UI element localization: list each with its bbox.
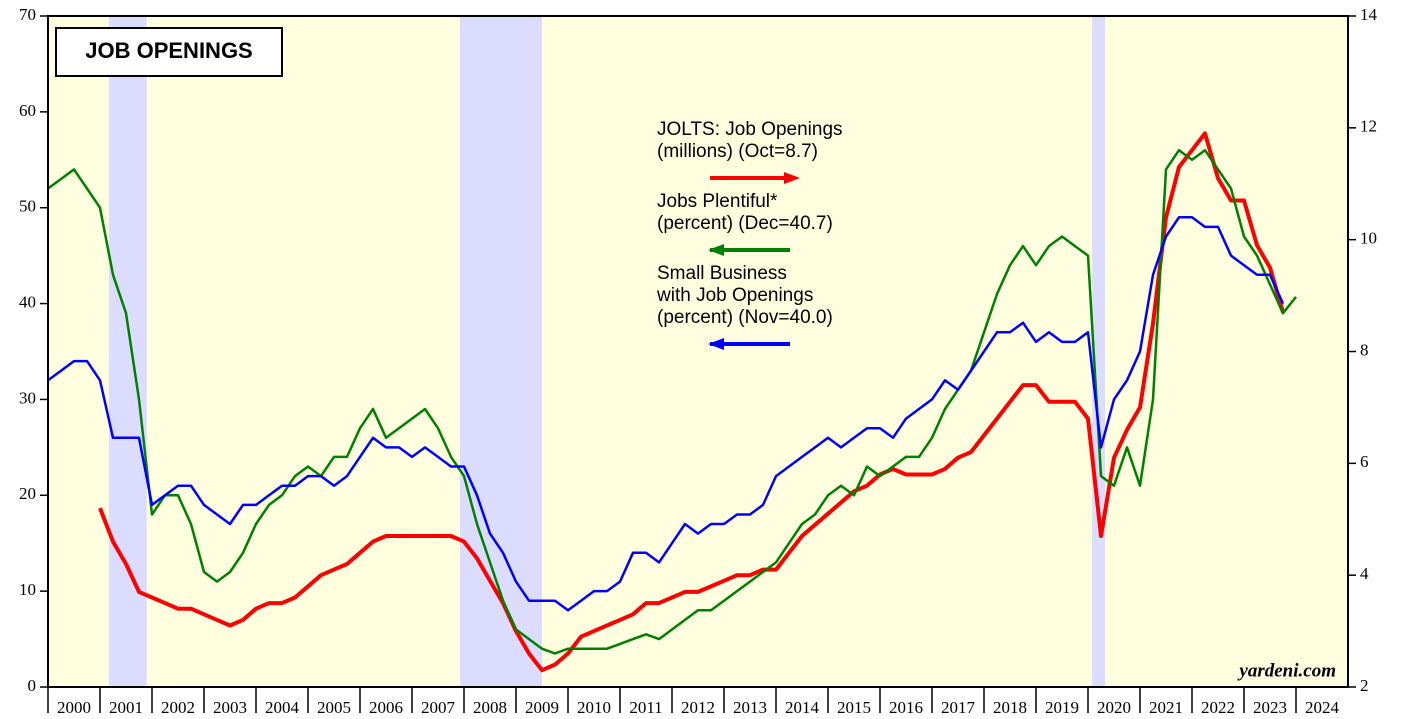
- x-tick-label: 2004: [265, 698, 300, 717]
- x-tick-label: 2000: [57, 698, 91, 717]
- x-tick-label: 2006: [369, 698, 403, 717]
- legend-label: Jobs Plentiful* (percent) (Dec=40.7): [657, 191, 833, 234]
- x-tick-label: 2022: [1201, 698, 1235, 717]
- x-tick-label: 2017: [941, 698, 976, 717]
- y2-tick-label: 2: [1360, 676, 1369, 695]
- plot-background: [48, 16, 1348, 687]
- x-tick-label: 2015: [837, 698, 871, 717]
- x-tick-label: 2007: [421, 698, 456, 717]
- y-tick-label: 30: [19, 388, 36, 407]
- y-tick-label: 0: [28, 676, 37, 695]
- legend-label: JOLTS: Job Openings (millions) (Oct=8.7): [657, 119, 843, 162]
- y2-tick-label: 12: [1360, 117, 1377, 136]
- y2-tick-label: 14: [1360, 5, 1378, 24]
- recession-band: [459, 16, 542, 687]
- y-tick-label: 40: [19, 292, 36, 311]
- x-tick-label: 2001: [109, 698, 143, 717]
- x-tick-label: 2005: [317, 698, 351, 717]
- legend-arrowhead: [708, 244, 724, 256]
- x-tick-label: 2024: [1305, 698, 1340, 717]
- y2-tick-label: 10: [1360, 229, 1377, 248]
- x-tick-label: 2019: [1045, 698, 1079, 717]
- source-annotation: yardeni.com: [1237, 660, 1336, 681]
- x-tick-label: 2021: [1149, 698, 1183, 717]
- y-tick-label: 10: [19, 580, 36, 599]
- legend-label: Small Business with Job Openings (percent)…: [656, 263, 833, 328]
- y-tick-label: 70: [19, 5, 36, 24]
- y-tick-label: 20: [19, 484, 36, 503]
- title-box: [55, 27, 283, 77]
- y-tick-label: 50: [19, 197, 36, 216]
- series-line: [47, 148, 1297, 655]
- y2-tick-label: 8: [1360, 340, 1369, 359]
- x-tick-label: 2002: [161, 698, 195, 717]
- x-tick-label: 2003: [213, 698, 247, 717]
- x-tick-label: 2023: [1253, 698, 1287, 717]
- x-tick-label: 2016: [889, 698, 923, 717]
- x-tick-label: 2009: [525, 698, 559, 717]
- x-tick-label: 2010: [577, 698, 611, 717]
- series-line: [98, 131, 1285, 673]
- y-tick-label: 60: [19, 101, 36, 120]
- x-tick-label: 2013: [733, 698, 767, 717]
- y2-tick-label: 6: [1360, 452, 1369, 471]
- y2-tick-label: 4: [1360, 564, 1369, 583]
- legend-arrowhead: [784, 172, 800, 184]
- x-tick-label: 2011: [629, 698, 662, 717]
- x-tick-label: 2020: [1097, 698, 1131, 717]
- series-line: [47, 216, 1285, 612]
- chart-title: JOB OPENINGS: [85, 38, 252, 63]
- legend-arrowhead: [708, 338, 724, 350]
- x-tick-label: 2012: [681, 698, 715, 717]
- recession-band: [108, 16, 147, 687]
- x-tick-label: 2014: [785, 698, 820, 717]
- x-tick-label: 2008: [473, 698, 507, 717]
- x-tick-label: 2018: [993, 698, 1027, 717]
